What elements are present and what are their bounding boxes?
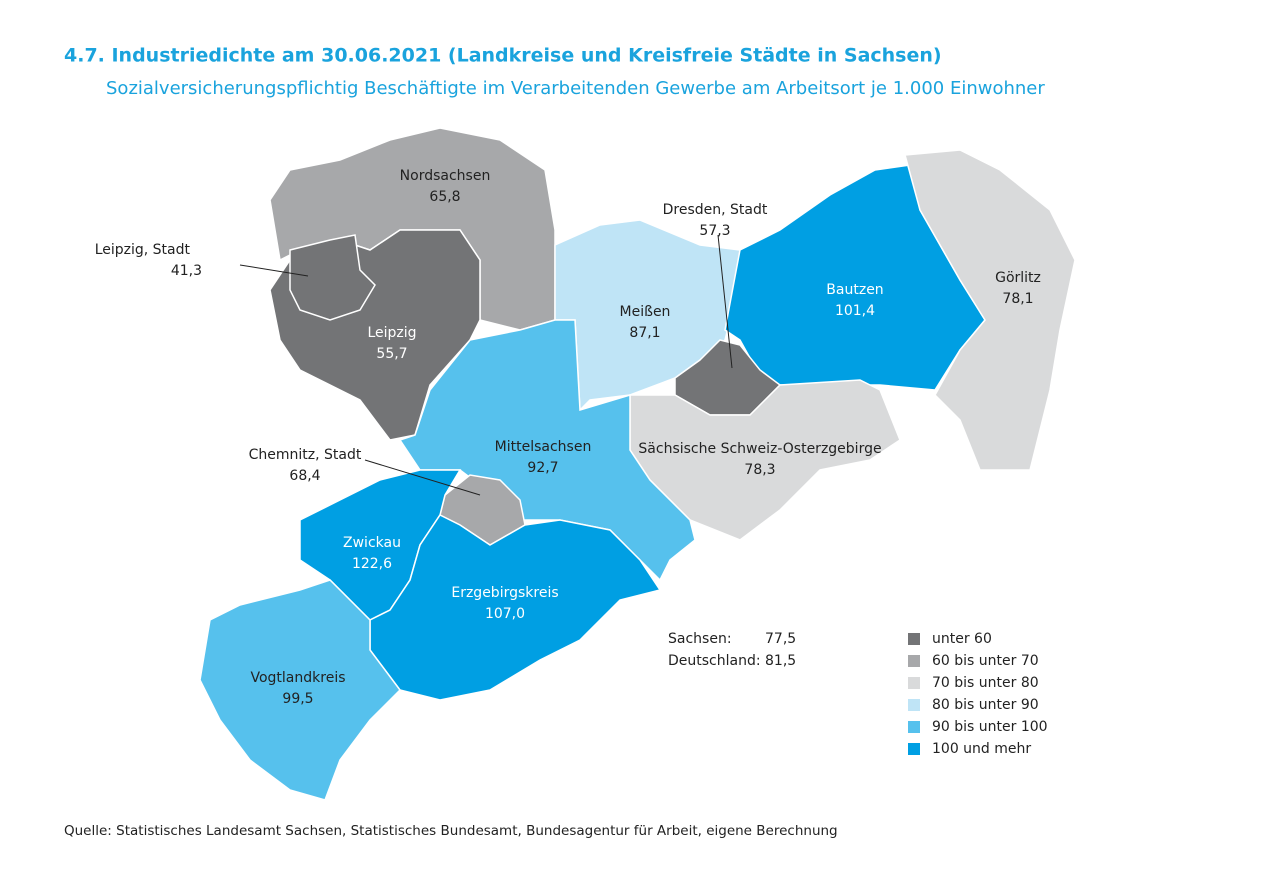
region-name: Leipzig [367,325,416,341]
map [199,127,1076,801]
region-value: 68,4 [289,468,320,484]
legend-swatch [908,655,920,667]
leader-line [239,264,309,277]
region-value: 101,4 [835,303,875,319]
title: 4.7. Industriedichte am 30.06.2021 (Land… [64,45,942,67]
region-name: Chemnitz, Stadt [249,447,362,463]
region-name: Bautzen [826,282,883,298]
legend-label: 60 bis unter 70 [932,653,1039,669]
source: Quelle: Statistisches Landesamt Sachsen,… [64,823,838,839]
legend-label: 80 bis unter 90 [932,697,1039,713]
region-name: Nordsachsen [400,168,491,184]
region-value: 55,7 [376,346,407,362]
region [904,149,1076,471]
legend-label: 70 bis unter 80 [932,675,1039,691]
legend-swatch [908,677,920,689]
region [369,514,662,701]
region-name: Dresden, Stadt [663,202,768,218]
region-name: Meißen [620,304,671,320]
legend-swatch [908,743,920,755]
region [199,579,401,801]
legend-label: 100 und mehr [932,741,1031,757]
region-value: 87,1 [629,325,660,341]
region-name: Vogtlandkreis [250,670,345,686]
region-value: 78,3 [744,462,775,478]
region-name: Mittelsachsen [495,439,592,455]
region-value: 78,1 [1002,291,1033,307]
leader-line [717,234,733,369]
region-name: Görlitz [995,270,1041,286]
region-value: 65,8 [429,189,460,205]
region-value: 57,3 [699,223,730,239]
region-value: 107,0 [485,606,525,622]
region-value: 41,3 [171,263,202,279]
legend-swatch [908,699,920,711]
legend-label: unter 60 [932,631,992,647]
region-name: Erzgebirgskreis [451,585,558,601]
legend-swatch [908,633,920,645]
summary-name: Sachsen: [668,631,732,647]
legend-swatch [908,721,920,733]
region-value: 99,5 [282,691,313,707]
summary-name: Deutschland: [668,653,761,669]
legend-label: 90 bis unter 100 [932,719,1048,735]
leader-line [364,459,481,496]
region [289,234,376,321]
subtitle: Sozialversicherungspflichtig Beschäftigt… [106,78,1045,99]
region-value: 92,7 [527,460,558,476]
summary-value: 81,5 [765,653,796,669]
map-labels: Nordsachsen 65,8 Leipzig 55,7 Leipzig, Stadt… [95,168,1041,707]
region-name: Leipzig, Stadt [95,242,191,258]
region-value: 122,6 [352,556,392,572]
summary-value: 77,5 [765,631,796,647]
region-name: Zwickau [343,535,401,551]
region-name: Sächsische Schweiz-Osterzgebirge [638,441,881,457]
